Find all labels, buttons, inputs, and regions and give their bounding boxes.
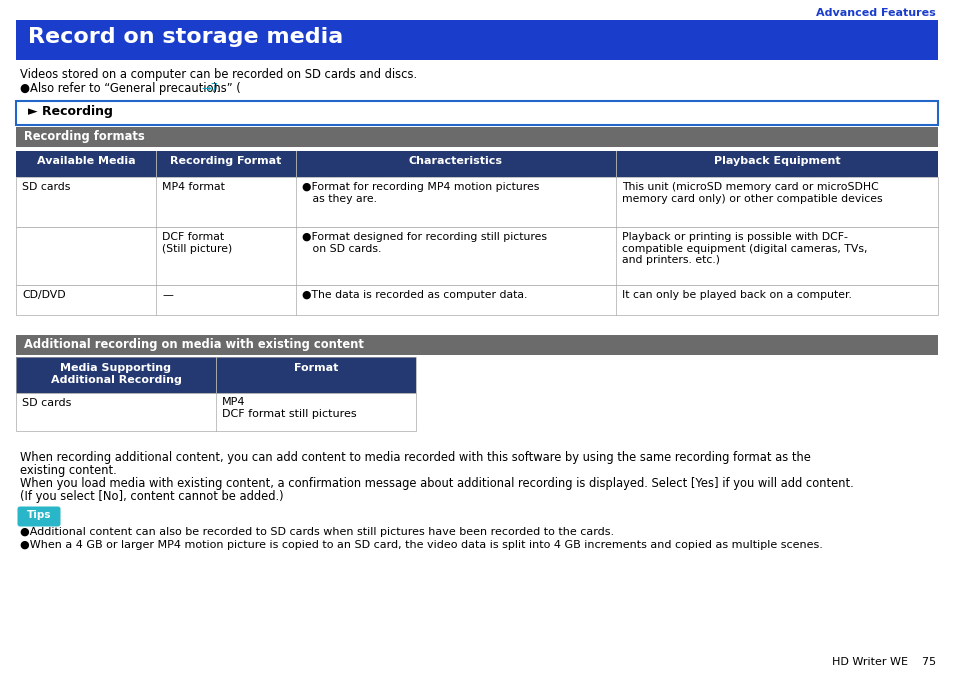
Text: Characteristics: Characteristics xyxy=(409,156,502,166)
Bar xyxy=(16,335,937,355)
Text: It can only be played back on a computer.: It can only be played back on a computer… xyxy=(621,290,851,300)
Text: SD cards: SD cards xyxy=(22,398,71,408)
Text: Record on storage media: Record on storage media xyxy=(28,27,343,47)
Text: Playback or printing is possible with DCF-
compatible equipment (digital cameras: Playback or printing is possible with DC… xyxy=(621,232,866,265)
Bar xyxy=(16,357,416,393)
Bar xyxy=(16,177,937,227)
Text: ► Recording: ► Recording xyxy=(28,105,112,118)
Text: ●Format designed for recording still pictures
   on SD cards.: ●Format designed for recording still pic… xyxy=(302,232,546,254)
Text: This unit (microSD memory card or microSDHC
memory card only) or other compatibl: This unit (microSD memory card or microS… xyxy=(621,182,882,204)
Bar xyxy=(16,101,937,125)
Bar xyxy=(16,357,416,393)
Text: (If you select [No], content cannot be added.): (If you select [No], content cannot be a… xyxy=(20,490,283,503)
Text: CD/DVD: CD/DVD xyxy=(22,290,66,300)
Bar xyxy=(16,151,937,177)
Text: —: — xyxy=(162,290,172,300)
Text: ●Also refer to “General precautions” (: ●Also refer to “General precautions” ( xyxy=(20,82,240,95)
Text: Tips: Tips xyxy=(27,511,51,520)
Text: HD Writer WE    75: HD Writer WE 75 xyxy=(831,657,935,667)
Bar xyxy=(16,393,416,431)
Text: MP4 format: MP4 format xyxy=(162,182,225,192)
Text: existing content.: existing content. xyxy=(20,464,116,477)
Text: ●The data is recorded as computer data.: ●The data is recorded as computer data. xyxy=(302,290,527,300)
Text: ●Format for recording MP4 motion pictures
   as they are.: ●Format for recording MP4 motion picture… xyxy=(302,182,538,204)
Text: Recording Format: Recording Format xyxy=(171,156,281,166)
Text: Recording formats: Recording formats xyxy=(24,130,145,143)
Text: ●When a 4 GB or larger MP4 motion picture is copied to an SD card, the video dat: ●When a 4 GB or larger MP4 motion pictur… xyxy=(20,540,822,550)
Text: When you load media with existing content, a confirmation message about addition: When you load media with existing conten… xyxy=(20,477,853,490)
FancyBboxPatch shape xyxy=(17,507,60,526)
Text: Videos stored on a computer can be recorded on SD cards and discs.: Videos stored on a computer can be recor… xyxy=(20,68,416,81)
Text: ).: ). xyxy=(212,82,219,95)
Text: Advanced Features: Advanced Features xyxy=(816,8,935,18)
Text: MP4
DCF format still pictures: MP4 DCF format still pictures xyxy=(222,397,356,419)
Text: Available Media: Available Media xyxy=(36,156,135,166)
Text: When recording additional content, you can add content to media recorded with th: When recording additional content, you c… xyxy=(20,451,810,464)
Bar xyxy=(16,285,937,315)
Bar xyxy=(16,127,937,147)
Text: DCF format
(Still picture): DCF format (Still picture) xyxy=(162,232,232,254)
Text: SD cards: SD cards xyxy=(22,182,71,192)
Text: Media Supporting
Additional Recording: Media Supporting Additional Recording xyxy=(51,363,181,384)
Text: Format: Format xyxy=(294,363,337,373)
Text: Additional recording on media with existing content: Additional recording on media with exist… xyxy=(24,338,363,351)
Bar xyxy=(16,20,937,60)
Text: ●Additional content can also be recorded to SD cards when still pictures have be: ●Additional content can also be recorded… xyxy=(20,527,614,537)
Bar xyxy=(16,227,937,285)
Text: Playback Equipment: Playback Equipment xyxy=(713,156,840,166)
Text: →7: →7 xyxy=(201,82,218,95)
